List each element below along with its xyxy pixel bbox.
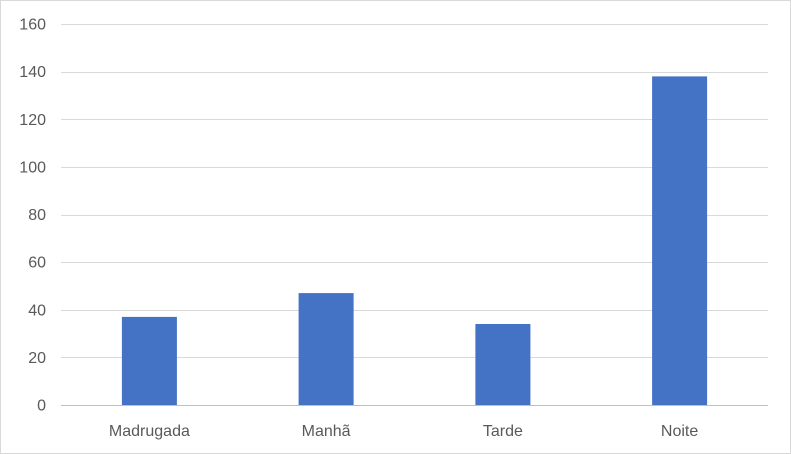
y-tick-label: 140 [19,64,46,81]
bar-noite [652,76,708,406]
x-category-label: Manhã [302,423,351,440]
y-tick-label: 20 [28,350,46,367]
y-tick-label: 100 [19,159,46,176]
y-axis-tick-labels: 0 20 40 60 80 100 120 140 160 [19,17,46,415]
bars [121,76,708,406]
y-tick-label: 80 [28,207,46,224]
gridlines [61,24,768,406]
bar-manhã [298,293,354,405]
y-tick-label: 60 [28,255,46,272]
y-tick-label: 0 [37,398,46,415]
bar-tarde [475,324,531,405]
x-axis-category-labels: Madrugada Manhã Tarde Noite [109,423,698,440]
x-category-label: Madrugada [109,423,190,440]
x-category-label: Tarde [483,423,523,440]
y-tick-label: 160 [19,17,46,34]
bar-madrugada [121,316,177,405]
y-tick-label: 120 [19,112,46,129]
y-tick-label: 40 [28,302,46,319]
x-category-label: Noite [661,423,698,440]
